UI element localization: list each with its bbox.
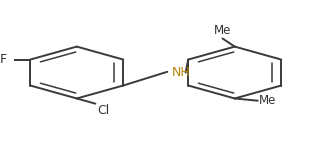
Text: Me: Me: [214, 24, 231, 37]
Text: Cl: Cl: [97, 104, 109, 117]
Text: Me: Me: [259, 94, 277, 107]
Text: NH: NH: [172, 66, 191, 79]
Text: F: F: [0, 53, 7, 66]
